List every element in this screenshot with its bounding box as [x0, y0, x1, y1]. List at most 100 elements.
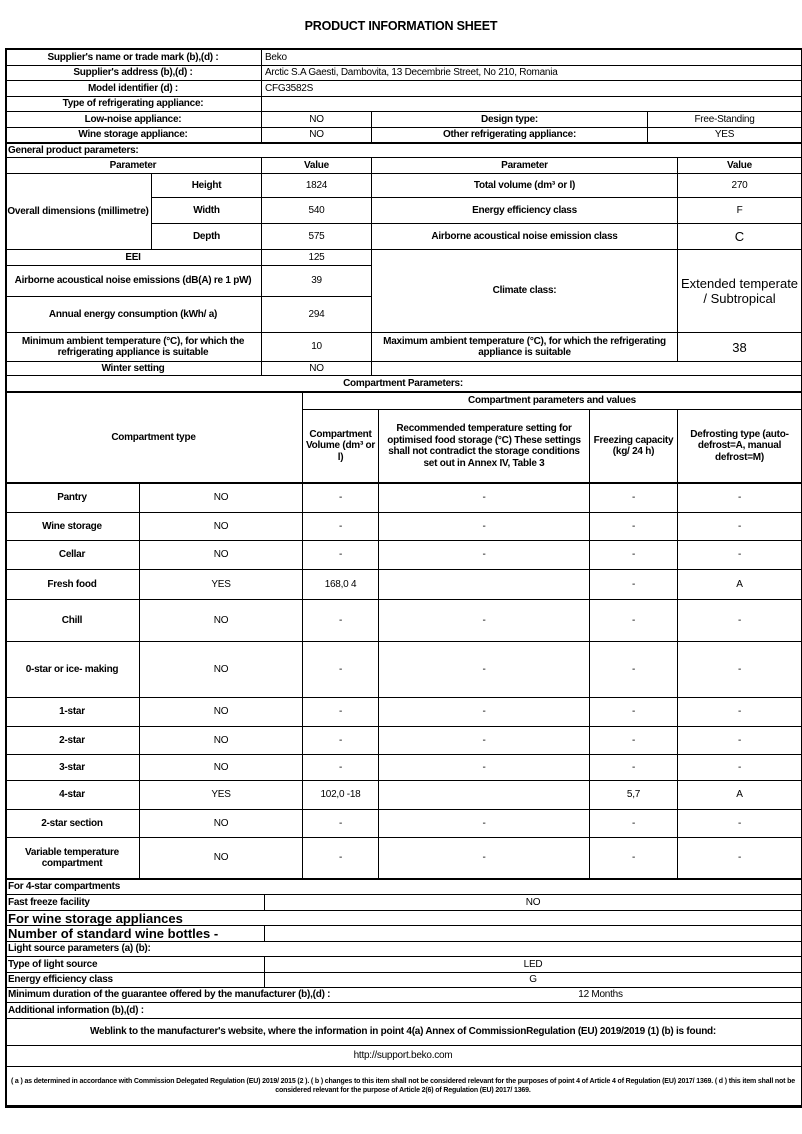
compartment-temperature: -: [379, 513, 590, 541]
freezing-capacity-header: Freezing capacity (kg/ 24 h): [590, 410, 678, 484]
annual-energy-label: Annual energy consumption (kWh/ a): [5, 297, 262, 333]
compartment-freezing-capacity: -: [590, 838, 678, 880]
wine-bottles-value: [265, 926, 801, 942]
compartment-freezing-capacity: -: [590, 755, 678, 781]
compartment-volume: -: [303, 727, 379, 755]
compartment-present: NO: [140, 484, 303, 513]
guarantee-label: Minimum duration of the guarantee offere…: [5, 988, 400, 1003]
compartment-defrosting-type: -: [678, 600, 801, 642]
compartment-defrosting-type: -: [678, 642, 801, 698]
additional-info-label: Additional information (b),(d) :: [5, 1003, 801, 1019]
compartment-defrosting-type: -: [678, 541, 801, 570]
compartment-defrosting-type: -: [678, 838, 801, 880]
value-header-right: Value: [678, 158, 801, 174]
compartment-defrosting-type: -: [678, 698, 801, 727]
min-temp-label: Minimum ambient temperature (°C), for wh…: [5, 333, 262, 362]
low-noise-label: Low-noise appliance:: [5, 112, 262, 128]
light-class-label: Energy efficiency class: [5, 973, 265, 988]
height-value: 1824: [262, 174, 372, 198]
compartment-freezing-capacity: -: [590, 642, 678, 698]
guarantee-value: 12 Months: [400, 988, 801, 1003]
compartment-defrosting-type: -: [678, 727, 801, 755]
compartment-defrosting-type: A: [678, 570, 801, 600]
parameter-header-right: Parameter: [372, 158, 678, 174]
model-identifier-value: CFG3582S: [262, 81, 801, 97]
depth-value: 575: [262, 224, 372, 250]
parameter-header: Parameter: [5, 158, 262, 174]
footnote: ( a ) as determined in accordance with C…: [5, 1067, 801, 1106]
compartment-temperature: -: [379, 755, 590, 781]
light-type-label: Type of light source: [5, 957, 265, 973]
compartment-volume: -: [303, 838, 379, 880]
compartment-present: NO: [140, 642, 303, 698]
compartment-present: NO: [140, 838, 303, 880]
volume-header: Compartment Volume (dm³ or l): [303, 410, 379, 484]
compartment-present: NO: [140, 810, 303, 838]
noise-class-label: Airborne acoustical noise emission class: [372, 224, 678, 250]
weblink-url[interactable]: http://support.beko.com: [5, 1046, 801, 1067]
appliance-type-value: [262, 97, 801, 112]
compartment-freezing-capacity: -: [590, 570, 678, 600]
defrosting-type-header: Defrosting type (auto-defrost=A, manual …: [678, 410, 801, 484]
compartment-freezing-capacity: -: [590, 727, 678, 755]
compartment-volume: -: [303, 484, 379, 513]
supplier-address-value: Arctic S.A Gaesti, Dambovita, 13 Decembr…: [262, 66, 801, 81]
page-title: PRODUCT INFORMATION SHEET: [304, 19, 498, 33]
noise-emissions-label: Airborne acoustical noise emissions (dB(…: [5, 266, 262, 297]
compartment-volume: -: [303, 755, 379, 781]
compartment-defrosting-type: -: [678, 513, 801, 541]
supplier-name-value: Beko: [262, 50, 801, 66]
height-label: Height: [152, 174, 262, 198]
compartment-temperature: -: [379, 810, 590, 838]
compartment-temperature: -: [379, 642, 590, 698]
product-information-table: Supplier's name or trade mark (b),(d) :B…: [5, 48, 802, 1108]
compartment-parameters-heading: Compartment Parameters:: [5, 376, 801, 393]
compartment-name: Chill: [5, 600, 140, 642]
compartment-temperature: -: [379, 541, 590, 570]
wine-storage-label: Wine storage appliance:: [5, 128, 262, 144]
noise-class-value: C: [678, 224, 801, 250]
compartment-name: 2-star: [5, 727, 140, 755]
compartment-freezing-capacity: -: [590, 810, 678, 838]
depth-label: Depth: [152, 224, 262, 250]
total-volume-value: 270: [678, 174, 801, 198]
eei-value: 125: [262, 250, 372, 266]
compartment-volume: 102,0 -18: [303, 781, 379, 810]
wine-storage-value: NO: [262, 128, 372, 144]
model-identifier-label: Model identifier (d) :: [5, 81, 262, 97]
compartment-freezing-capacity: -: [590, 513, 678, 541]
compartment-defrosting-type: A: [678, 781, 801, 810]
fast-freeze-value: NO: [265, 895, 801, 911]
winter-setting-blank: [372, 362, 801, 376]
compartment-volume: -: [303, 698, 379, 727]
compartment-present: YES: [140, 781, 303, 810]
compartment-name: Pantry: [5, 484, 140, 513]
compartment-present: NO: [140, 600, 303, 642]
compartment-volume: 168,0 4: [303, 570, 379, 600]
compartment-name: Wine storage: [5, 513, 140, 541]
width-value: 540: [262, 198, 372, 224]
compartment-values-header: Compartment parameters and values: [303, 393, 801, 410]
supplier-name-label: Supplier's name or trade mark (b),(d) :: [5, 50, 262, 66]
compartment-present: YES: [140, 570, 303, 600]
compartment-name: Variable temperature compartment: [5, 838, 140, 880]
compartment-name: 1-star: [5, 698, 140, 727]
width-label: Width: [152, 198, 262, 224]
appliance-type-label: Type of refrigerating appliance:: [5, 97, 262, 112]
general-parameters-heading: General product parameters:: [5, 144, 801, 158]
value-header: Value: [262, 158, 372, 174]
compartment-temperature: -: [379, 838, 590, 880]
compartment-defrosting-type: -: [678, 810, 801, 838]
compartment-temperature: [379, 781, 590, 810]
fast-freeze-label: Fast freeze facility: [5, 895, 265, 911]
low-noise-value: NO: [262, 112, 372, 128]
total-volume-label: Total volume (dm³ or l): [372, 174, 678, 198]
eei-label: EEI: [5, 250, 262, 266]
compartment-volume: -: [303, 642, 379, 698]
max-temp-value: 38: [678, 333, 801, 362]
annual-energy-value: 294: [262, 297, 372, 333]
compartment-temperature: -: [379, 727, 590, 755]
energy-class-label: Energy efficiency class: [372, 198, 678, 224]
design-type-value: Free-Standing: [648, 112, 801, 128]
compartment-present: NO: [140, 727, 303, 755]
